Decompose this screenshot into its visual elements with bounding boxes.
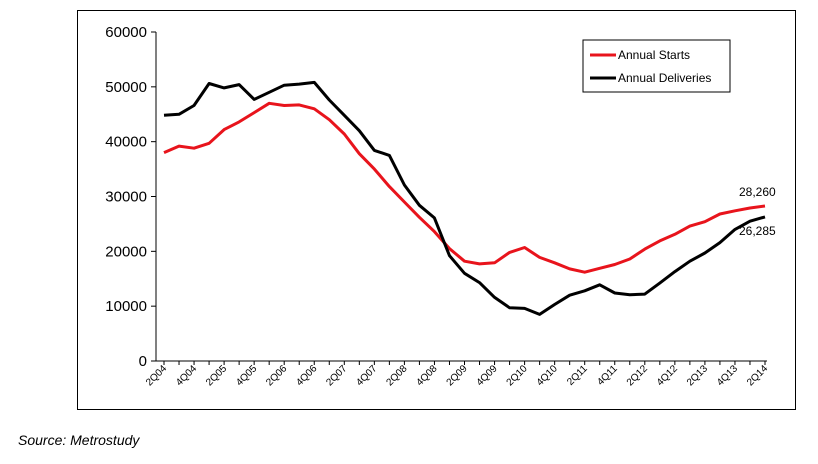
y-tick-label: 10000: [105, 298, 147, 315]
x-tick-label: 4Q06: [294, 363, 319, 388]
legend-label: Annual Starts: [618, 48, 690, 62]
end-labels: 28,260 26,285: [739, 185, 776, 238]
end-value-label: 26,285: [739, 224, 776, 238]
x-tick-label: 2Q05: [204, 363, 229, 388]
series-lines: [163, 80, 766, 316]
y-tick-label: 30000: [105, 189, 147, 206]
x-tick-label: 4Q10: [535, 363, 560, 388]
x-tick-label: 2Q06: [264, 363, 289, 388]
x-tick-label: 2Q11: [565, 363, 590, 388]
x-tick-label: 4Q11: [595, 363, 620, 388]
y-tick-label: 20000: [105, 243, 147, 260]
x-tick-label: 2Q14: [745, 363, 770, 388]
x-tick-label: 4Q04: [174, 363, 199, 388]
legend-box: [582, 39, 731, 93]
y-tick-label: 40000: [105, 134, 147, 151]
x-tick-label: 4Q12: [655, 363, 680, 388]
legend: Annual Starts Annual Deliveries: [582, 39, 731, 93]
x-tick-label: 2Q07: [324, 363, 349, 388]
series-line-annual-starts: [163, 101, 766, 274]
x-tick-label: 4Q05: [234, 363, 259, 388]
series-line-annual-deliveries: [163, 80, 766, 316]
y-tick-label: 60000: [105, 24, 147, 41]
x-tick-label: 2Q08: [384, 363, 409, 388]
x-tick-label: 4Q08: [414, 363, 439, 388]
y-tick-label: 50000: [105, 79, 147, 96]
x-tick-label: 4Q13: [715, 363, 740, 388]
x-axis: 2Q04 4Q04 2Q05 4Q05 2Q06 4Q06 2Q07 4Q07 2Q08 4Q08…: [144, 360, 770, 388]
x-tick-label: 4Q09: [475, 363, 500, 388]
y-axis: 0 10000 20000 30000 40000 50000 60000: [105, 24, 157, 370]
source-note: Source: Metrostudy: [18, 432, 140, 448]
x-tick-label: 2Q04: [144, 363, 169, 388]
end-value-label: 28,260: [739, 185, 776, 199]
x-tick-label: 2Q09: [445, 363, 470, 388]
y-tick-label: 0: [139, 353, 147, 370]
x-tick-label: 2Q13: [685, 363, 710, 388]
x-tick-label: 2Q10: [505, 363, 530, 388]
x-tick-label: 4Q07: [354, 363, 379, 388]
legend-label: Annual Deliveries: [618, 71, 711, 85]
line-chart: 0 10000 20000 30000 40000 50000 60000 2Q04 4Q04…: [105, 24, 776, 388]
x-tick-label: 2Q12: [625, 363, 650, 388]
chart-frame: 0 10000 20000 30000 40000 50000 60000 2Q04 4Q04…: [77, 10, 796, 410]
